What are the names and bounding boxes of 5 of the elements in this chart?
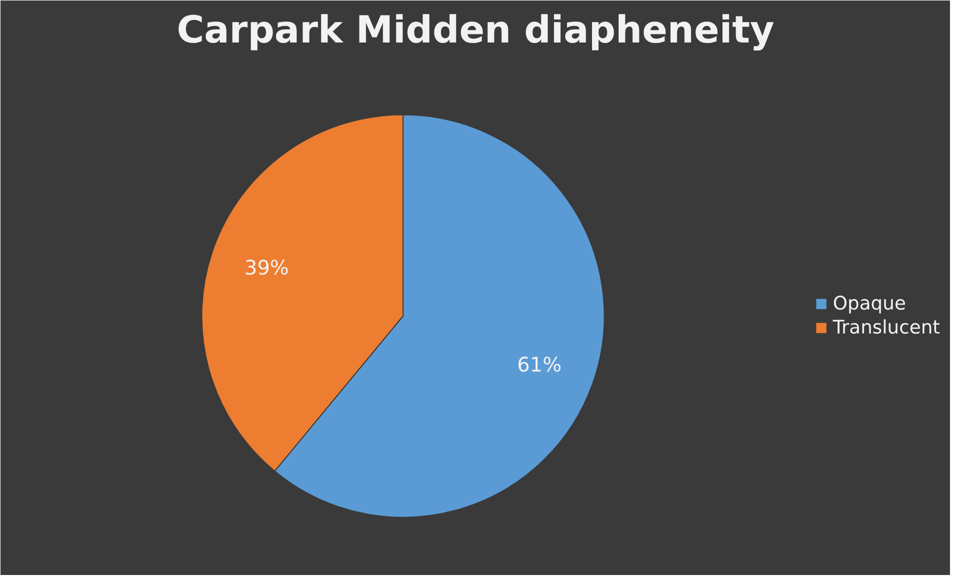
legend-label: Opaque bbox=[832, 293, 906, 314]
legend-label: Translucent bbox=[832, 317, 940, 338]
data-label: 61% bbox=[517, 352, 562, 377]
data-label: 39% bbox=[244, 255, 289, 280]
chart-title: Carpark Midden diapheneity bbox=[176, 8, 774, 52]
